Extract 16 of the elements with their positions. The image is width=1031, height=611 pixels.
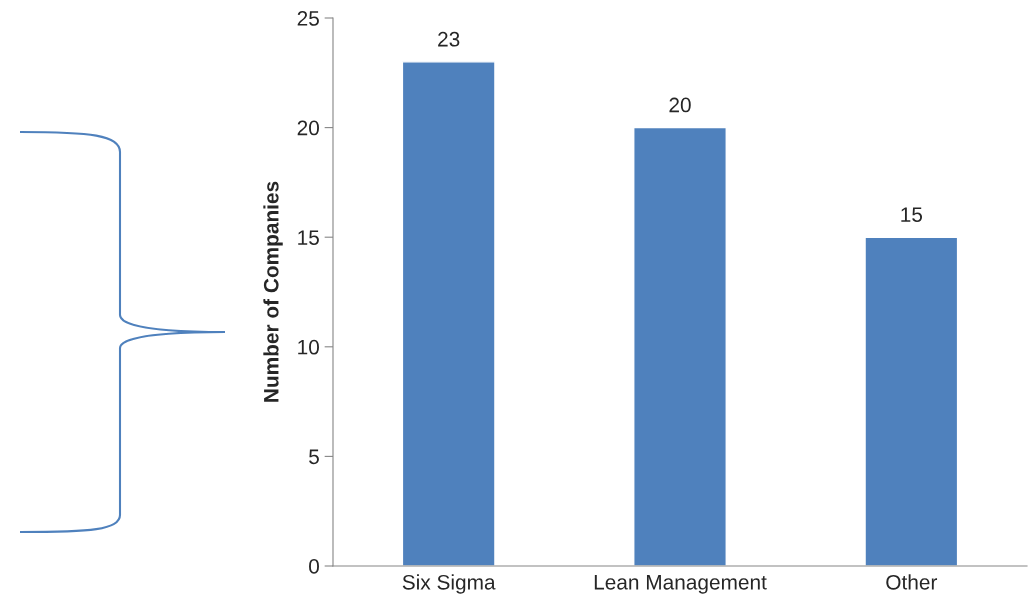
data-label: 15 xyxy=(901,207,923,222)
y-tick-label: 5 xyxy=(309,449,319,465)
y-axis-title: Number of Companies xyxy=(263,181,283,402)
y-tick-label: 10 xyxy=(298,339,319,355)
data-label: 20 xyxy=(669,97,691,113)
bar xyxy=(401,61,496,566)
bar xyxy=(864,236,959,566)
y-tick-label: 25 xyxy=(297,11,319,26)
x-tick-label: Lean Management xyxy=(594,575,767,594)
y-tick-label: 20 xyxy=(297,120,319,136)
x-tick-label: Six Sigma xyxy=(402,574,496,594)
data-label: 23 xyxy=(438,31,460,47)
y-tick-label: 0 xyxy=(309,559,319,574)
x-tick-label: Other xyxy=(886,574,938,590)
bar xyxy=(633,126,727,566)
y-tick-label: 15 xyxy=(298,230,319,245)
